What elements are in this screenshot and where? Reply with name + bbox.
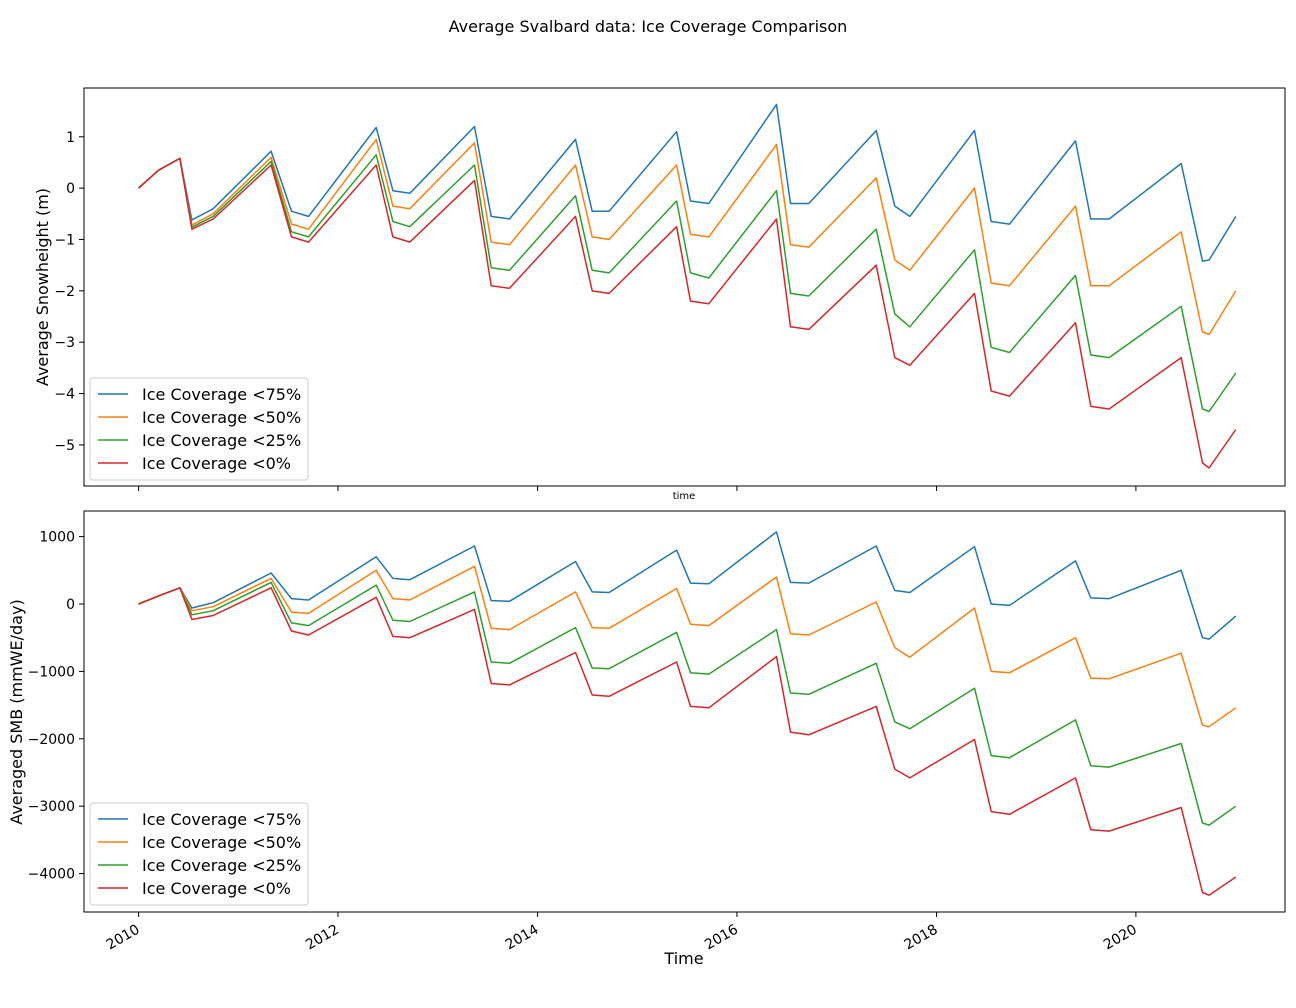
smb-series-line-2 (138, 565, 1237, 728)
smb-legend-label-3: Ice Coverage <25% (142, 856, 301, 875)
smb-series-layer (138, 531, 1237, 896)
snowheight-y-tick-label: −4 (54, 387, 75, 403)
smb-y-tick-label: −3000 (28, 799, 75, 815)
snowheight-legend-box (89, 377, 309, 481)
snowheight-legend-label-1: Ice Coverage <75% (142, 385, 301, 404)
snowheight-series-line-2 (138, 138, 1237, 336)
smb-x-axis-label: Time (663, 949, 703, 968)
smb-axes-frame (83, 510, 1286, 913)
snowheight-legend-label-4: Ice Coverage <0% (142, 454, 291, 473)
snowheight-y-tick-label: 0 (66, 181, 75, 197)
smb-y-axis-label: Averaged SMB (mmWE/day) (7, 599, 26, 824)
smb-y-tick-label: −2000 (28, 732, 75, 748)
snowheight-y-ticks: 1 0 −1 −2 −3 −4 −5 (54, 130, 84, 454)
smb-x-ticks: 2010 2012 2014 2016 2018 2020 (104, 912, 1140, 953)
snowheight-legend: Ice Coverage <75% Ice Coverage <50% Ice Co… (89, 377, 309, 481)
smb-series-line-4 (138, 587, 1237, 896)
snowheight-legend-label-3: Ice Coverage <25% (142, 431, 301, 450)
smb-legend-label-1: Ice Coverage <75% (142, 810, 301, 829)
smb-legend-label-2: Ice Coverage <50% (142, 833, 301, 852)
smb-y-tick-label: 0 (66, 597, 75, 613)
snowheight-x-ticks (138, 486, 1137, 491)
snowheight-legend-label-2: Ice Coverage <50% (142, 408, 301, 427)
smb-x-tick-label: 2020 (1101, 922, 1140, 954)
smb-y-tick-label: 1000 (39, 530, 75, 546)
smb-series-line-3 (138, 581, 1237, 826)
snowheight-y-tick-label: −5 (54, 438, 75, 454)
smb-legend-box (89, 802, 309, 906)
smb-x-tick-label: 2016 (702, 922, 741, 954)
snowheight-y-tick-label: −1 (54, 232, 75, 248)
smb-x-tick-label: 2018 (902, 922, 941, 954)
smb-legend: Ice Coverage <75% Ice Coverage <50% Ice Co… (89, 802, 309, 906)
smb-legend-label-4: Ice Coverage <0% (142, 879, 291, 898)
snowheight-y-tick-label: −2 (54, 284, 75, 300)
snowheight-series-line-1 (138, 103, 1237, 262)
figure-title: Average Svalbard data: Ice Coverage Comp… (449, 17, 848, 36)
snowheight-series-line-3 (138, 154, 1237, 413)
snowheight-series-layer (138, 103, 1237, 469)
snowheight-axes-frame (83, 87, 1286, 487)
snowheight-y-axis-label: Average Snowheight (m) (33, 188, 52, 386)
snowheight-series-line-4 (138, 157, 1237, 469)
smb-y-tick-label: −4000 (28, 867, 75, 883)
smb-y-ticks: 1000 0 −1000 −2000 −3000 −4000 (28, 530, 84, 883)
snowheight-panel: 1 0 −1 −2 −3 −4 −5 Average Snowheight (m) time… (33, 87, 1286, 502)
snowheight-x-axis-label: time (673, 491, 696, 502)
smb-series-line-1 (138, 531, 1237, 640)
snowheight-y-tick-label: −3 (54, 335, 75, 351)
smb-x-tick-label: 2014 (503, 922, 542, 954)
smb-x-tick-label: 2012 (303, 922, 342, 954)
smb-y-tick-label: −1000 (28, 664, 75, 680)
smb-x-tick-label: 2010 (104, 922, 143, 954)
snowheight-y-tick-label: 1 (66, 130, 75, 146)
